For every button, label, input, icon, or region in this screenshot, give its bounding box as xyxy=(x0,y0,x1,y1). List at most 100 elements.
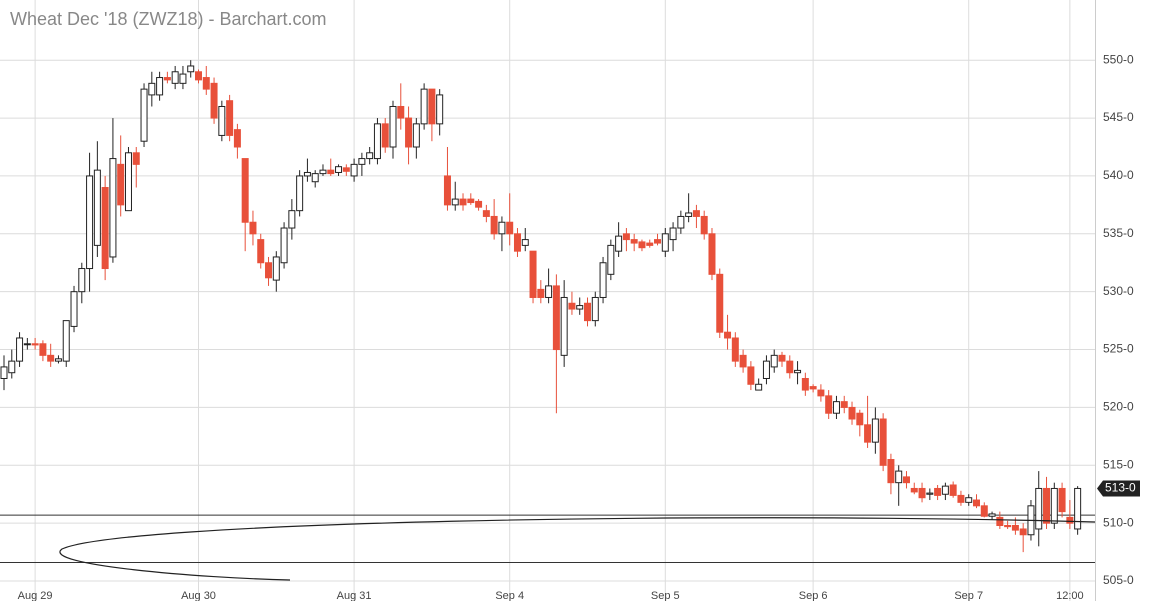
candle-body xyxy=(731,337,739,362)
candle-body xyxy=(342,167,350,172)
last-price-label: 513-0 xyxy=(1105,481,1136,495)
candle-body xyxy=(23,343,31,346)
candle-body xyxy=(373,123,381,160)
candle-body xyxy=(1058,487,1066,513)
candle-body xyxy=(467,198,475,204)
grid xyxy=(0,0,1095,601)
candle-body xyxy=(521,239,529,246)
candle-body xyxy=(832,401,840,414)
candle-body xyxy=(78,268,86,293)
candle-body xyxy=(187,65,195,73)
candle-body xyxy=(692,210,700,217)
candle-body xyxy=(677,215,685,229)
candle-body xyxy=(949,484,957,496)
x-tick-label: Aug 31 xyxy=(337,590,372,601)
x-tick-label: Sep 4 xyxy=(495,590,524,601)
candles xyxy=(0,60,1095,564)
candle-body xyxy=(591,296,599,322)
candle-body xyxy=(366,152,374,160)
candle-body xyxy=(490,215,498,235)
candle-body xyxy=(918,487,926,499)
x-tick-label: 12:00 xyxy=(1056,590,1084,601)
candle-body xyxy=(973,499,980,507)
candle-body xyxy=(327,169,335,175)
candle-body xyxy=(428,88,436,125)
candle-body xyxy=(825,395,833,414)
candle-body xyxy=(16,337,24,362)
candle-body xyxy=(1035,487,1043,530)
candle-body xyxy=(148,82,156,96)
candle-body xyxy=(708,233,716,275)
candle-body xyxy=(459,198,467,206)
candle-body xyxy=(280,227,288,264)
candle-body xyxy=(195,71,202,81)
candle-body xyxy=(218,105,226,136)
candle-body xyxy=(887,459,895,484)
candle-body xyxy=(1043,487,1051,524)
y-tick-label: 535-0 xyxy=(1103,226,1134,240)
candle-body xyxy=(794,369,802,374)
last-price-box xyxy=(1097,480,1140,497)
candle-body xyxy=(716,273,724,333)
candle-body xyxy=(568,302,576,310)
candle-body xyxy=(39,343,47,356)
candle-body xyxy=(864,424,872,443)
candle-body xyxy=(0,366,8,379)
candle-body xyxy=(879,418,887,466)
candle-body xyxy=(179,73,187,84)
candle-body xyxy=(545,285,553,298)
candle-body xyxy=(389,105,397,148)
candle-body xyxy=(848,406,856,420)
x-tick-label: Sep 6 xyxy=(799,590,828,601)
candle-body xyxy=(226,100,234,136)
candle-body xyxy=(529,250,537,298)
candle-body xyxy=(910,487,918,493)
candle-body xyxy=(615,235,623,252)
candle-body xyxy=(498,221,506,235)
candle-body xyxy=(358,158,366,165)
candle-body xyxy=(163,77,171,81)
candle-body xyxy=(755,383,763,391)
candle-body xyxy=(335,166,343,173)
chart-title: Wheat Dec '18 (ZWZ18) - Barchart.com xyxy=(10,9,327,29)
y-tick-label: 510-0 xyxy=(1103,515,1134,529)
y-tick-label: 520-0 xyxy=(1103,400,1134,414)
candle-body xyxy=(272,256,280,281)
candle-body xyxy=(412,123,420,148)
candle-body xyxy=(109,158,117,258)
candle-body xyxy=(747,366,755,385)
y-tick-label: 530-0 xyxy=(1103,284,1134,298)
candle-body xyxy=(31,343,39,346)
candle-body xyxy=(560,296,568,356)
candle-body xyxy=(319,169,327,175)
candle-body xyxy=(296,175,304,212)
candle-body xyxy=(801,377,809,391)
candle-body xyxy=(809,386,817,390)
x-tick-label: Aug 30 xyxy=(181,590,216,601)
candle-body xyxy=(584,302,591,322)
candle-body xyxy=(54,358,62,362)
candle-body xyxy=(381,123,389,148)
candle-body xyxy=(202,77,210,90)
labels: 505-0 510-0 515-0 520-0 525-0 530-0 535-0 540-0… xyxy=(18,52,1140,601)
candle-body xyxy=(996,516,1004,526)
candle-body xyxy=(101,187,109,270)
candle-body xyxy=(895,470,903,484)
y-tick-label: 540-0 xyxy=(1103,168,1134,182)
candle-body xyxy=(770,354,778,368)
candle-body xyxy=(397,105,405,119)
candle-body xyxy=(778,354,786,362)
candle-body xyxy=(1019,528,1027,536)
candle-body xyxy=(482,210,490,217)
candle-body xyxy=(475,200,483,208)
candle-body xyxy=(249,221,257,235)
candle-body xyxy=(288,210,296,229)
candle-body xyxy=(47,354,55,362)
candle-body xyxy=(654,239,662,244)
candle-body xyxy=(622,233,630,241)
candle-body xyxy=(1074,487,1082,530)
candle-body xyxy=(132,152,140,165)
candle-body xyxy=(980,505,988,517)
candle-body xyxy=(93,169,101,246)
candle-body xyxy=(902,476,910,484)
